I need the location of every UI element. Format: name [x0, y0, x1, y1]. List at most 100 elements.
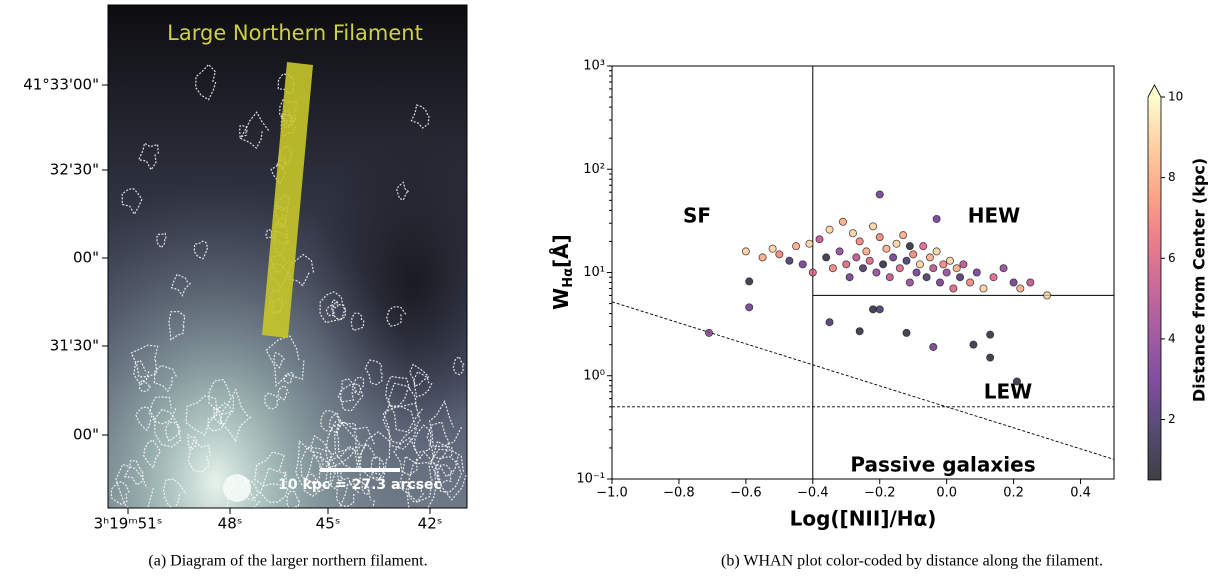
filament-region: [262, 62, 313, 338]
contour: [405, 451, 442, 508]
region-label: HEW: [968, 204, 1020, 228]
data-point: [959, 260, 968, 269]
data-point: [705, 328, 714, 337]
region-label: SF: [683, 204, 711, 228]
contour: [226, 475, 261, 508]
contour: [331, 299, 339, 309]
contour: [333, 420, 376, 472]
data-point: [885, 273, 894, 282]
data-point: [919, 242, 928, 251]
contour: [207, 407, 225, 432]
data-point: [905, 242, 914, 251]
contour: [170, 273, 192, 297]
contour: [325, 304, 335, 317]
contour: [130, 344, 159, 378]
data-point: [1016, 284, 1025, 293]
contour: [162, 478, 187, 508]
contour: [361, 482, 371, 496]
contour: [385, 305, 407, 327]
colorbar-extension: [1148, 85, 1161, 97]
data-point: [792, 242, 801, 251]
contour: [320, 410, 340, 432]
ra-tick-label: 42ˢ: [418, 515, 443, 533]
x-tick-label: −0.6: [730, 486, 762, 501]
data-point: [852, 253, 861, 262]
y-tick-label: 10²: [583, 162, 605, 177]
data-point: [905, 278, 914, 287]
data-point: [865, 256, 874, 265]
data-point: [741, 247, 750, 256]
whan-plot: −1.0 −0.8 −0.6 −0.4 −0.2 0.0 0.2 0.4 10⁻¹ 10⁰ 10¹ 1…: [549, 59, 1209, 531]
contour: [239, 111, 270, 150]
y-tick-label: 10⁻¹: [576, 472, 605, 487]
contour: [239, 125, 248, 139]
y-axis-label: WHα[Å]: [549, 234, 576, 310]
data-point: [902, 256, 911, 265]
contour: [265, 229, 273, 239]
data-point: [825, 318, 834, 327]
data-point: [775, 250, 784, 259]
y-tick-label: 10¹: [583, 265, 605, 280]
contour: [168, 310, 186, 341]
x-tick-label: −1.0: [596, 486, 628, 501]
data-point: [859, 264, 868, 273]
data-point: [922, 273, 931, 282]
filament-image: Large Northern Filament 10 kpc = 27.3 ar…: [23, 4, 468, 533]
colorbar-tick-label: 2: [1168, 412, 1176, 426]
contour: [452, 355, 466, 376]
contour: [277, 384, 289, 401]
contour: [270, 163, 287, 185]
data-point: [949, 284, 958, 293]
contour: [332, 300, 347, 320]
contour: [393, 436, 422, 476]
region-label: LEW: [984, 380, 1032, 404]
contour: [409, 363, 430, 387]
colorbar-tick-label: 8: [1168, 170, 1176, 184]
contour: [286, 490, 300, 508]
x-tick-label: 0.0: [936, 486, 957, 501]
data-point: [828, 264, 837, 273]
contour: [430, 440, 459, 478]
x-tick-label: 0.2: [1003, 486, 1024, 501]
colorbar-label: Distance from Center (kpc): [1190, 158, 1209, 402]
contour: [242, 478, 260, 501]
contour: [303, 473, 321, 497]
data-point: [912, 268, 921, 277]
y-axis-label-part: Hα: [561, 268, 576, 288]
ra-tick-label: 48ˢ: [218, 515, 243, 533]
data-point: [842, 260, 851, 269]
x-tick-label: −0.4: [797, 486, 829, 501]
bright-core: [223, 474, 251, 502]
data-point: [808, 268, 817, 277]
contour: [273, 352, 286, 369]
caption: (a) Diagram of the larger northern filam…: [148, 553, 427, 570]
contour: [338, 478, 375, 508]
contour: [195, 63, 217, 101]
dec-tick-label: 00": [73, 249, 99, 267]
contour: [153, 364, 178, 393]
contour: [279, 98, 297, 123]
dec-tick-label: 31'30": [50, 337, 99, 355]
contour: [254, 451, 287, 487]
data-point: [986, 353, 995, 362]
dec-tick-label: 41°33'00": [23, 76, 99, 94]
data-point: [835, 247, 844, 256]
scale-bar-label: 10 kpc = 27.3 arcsec: [278, 477, 442, 493]
contour: [277, 73, 295, 95]
x-tick-label: 0.4: [1070, 486, 1091, 501]
contour: [407, 484, 425, 503]
contour: [385, 375, 411, 407]
data-point: [889, 253, 898, 262]
data-point: [929, 342, 938, 351]
dec-tick-label: 00": [73, 426, 99, 444]
contour: [148, 396, 177, 425]
region-label: Passive galaxies: [850, 453, 1035, 477]
colorbar-frame: [1147, 84, 1162, 481]
image-frame: [107, 4, 468, 509]
contour: [138, 378, 151, 393]
y-axis-label-part: [Å]: [549, 234, 573, 268]
contour: [434, 455, 463, 493]
contour: [265, 334, 305, 387]
data-point: [882, 244, 891, 253]
contour: [115, 463, 154, 508]
